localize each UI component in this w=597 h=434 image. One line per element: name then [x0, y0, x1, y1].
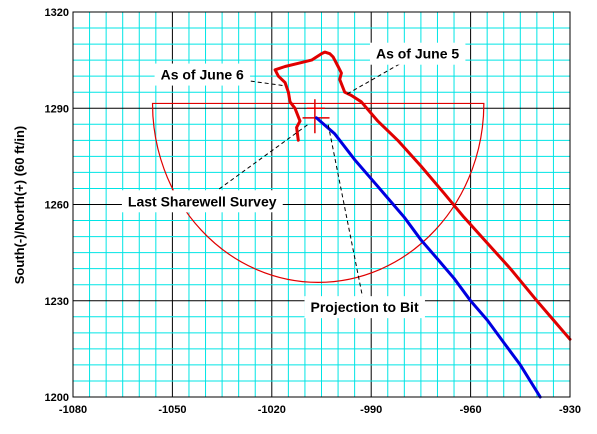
- series: [273, 50, 572, 399]
- y-tick-label: 1200: [45, 392, 69, 404]
- annotation-label: Projection to Bit: [311, 299, 419, 315]
- y-tick-label: 1230: [45, 296, 69, 308]
- y-tick-label: 1320: [45, 7, 69, 19]
- x-tick-label: -930: [559, 404, 581, 416]
- annotation-label: Last Sharewell Survey: [128, 193, 277, 209]
- x-tick-label: -1050: [158, 404, 186, 416]
- annotation-leaders: [201, 53, 418, 308]
- annotation-box: [154, 63, 251, 86]
- tick-labels: -1080 -1050 -1020 -990 -960 -930 1200 1230 1260 1…: [45, 7, 582, 416]
- annotations: As of June 6 As of June 5 Last Sharewell S…: [121, 42, 466, 319]
- annotation-label: As of June 6: [161, 67, 244, 83]
- x-tick-label: -960: [460, 404, 482, 416]
- series-line-2: [315, 116, 542, 399]
- reference-arc: [151, 102, 485, 283]
- x-tick-label: -1020: [258, 404, 286, 416]
- annotation-box: [369, 42, 466, 65]
- series-line-1: [273, 50, 572, 341]
- y-tick-label: 1290: [45, 103, 69, 115]
- y-tick-label: 1260: [45, 200, 69, 212]
- y-axis-label: South(-)/North(+) (60 ft/in): [12, 126, 27, 285]
- annotation-box: [121, 190, 283, 213]
- annotation-leader: [201, 123, 309, 202]
- plot-border: [72, 11, 571, 398]
- x-tick-label: -990: [360, 404, 382, 416]
- x-tick-label: -1080: [59, 404, 87, 416]
- annotation-box: [304, 296, 425, 319]
- annotation-leader: [327, 124, 366, 308]
- annotation-label: As of June 5: [376, 46, 459, 62]
